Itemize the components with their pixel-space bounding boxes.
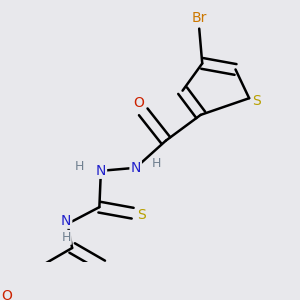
Text: H: H (61, 231, 71, 244)
Text: O: O (1, 289, 12, 300)
Text: H: H (75, 160, 84, 173)
Text: O: O (133, 96, 144, 110)
Text: N: N (96, 164, 106, 178)
Text: N: N (61, 214, 71, 228)
Text: N: N (130, 161, 141, 175)
Text: S: S (137, 208, 146, 222)
Text: Br: Br (191, 11, 207, 25)
Text: S: S (252, 94, 261, 108)
Text: H: H (152, 157, 161, 170)
